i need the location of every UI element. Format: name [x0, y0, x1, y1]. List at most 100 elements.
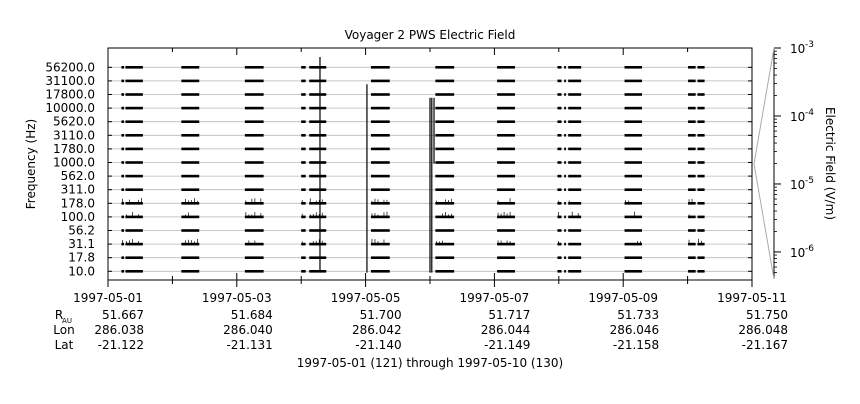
data-stripe [568, 120, 582, 123]
data-stripe [181, 79, 200, 83]
data-stripe [301, 174, 306, 178]
data-stripe [624, 270, 642, 273]
colorbar-connector [753, 47, 775, 165]
data-stripe [688, 215, 696, 219]
y-tick-label: 31.1 [68, 237, 95, 251]
data-stripe [564, 106, 566, 110]
data-stripe [557, 106, 562, 110]
data-stripe [435, 106, 455, 110]
data-stripe [309, 134, 327, 137]
data-stripe [568, 229, 582, 232]
data-stripe [557, 120, 562, 123]
data-stripe [301, 161, 306, 164]
data-stripe [568, 79, 582, 83]
data-stripe [435, 120, 455, 123]
data-stripe [435, 79, 455, 83]
ephemeris-value: 51.717 [488, 308, 530, 322]
data-stripe [688, 174, 696, 178]
data-stripe [244, 147, 264, 151]
data-stripe [301, 147, 306, 151]
data-stripe [435, 147, 455, 151]
colorbar-label: Electric Field (V/m) [823, 107, 837, 220]
data-stripe [568, 202, 582, 205]
data-stripe [497, 147, 515, 151]
data-stripe [697, 256, 705, 259]
data-stripe [688, 134, 696, 137]
colorbar-connector [753, 163, 775, 280]
data-stripe [435, 256, 455, 259]
data-stripe [301, 93, 306, 96]
ephemeris-value: 51.667 [102, 308, 144, 322]
data-stripe [557, 134, 562, 137]
data-stripe [121, 93, 125, 96]
data-stripe [697, 66, 705, 69]
data-stripe [244, 202, 264, 205]
colorbar-tick-base: 10 [790, 110, 805, 124]
ephemeris-value: 286.048 [738, 323, 788, 337]
colorbar-tick-base: 10 [790, 42, 805, 56]
data-stripe [181, 256, 200, 259]
data-stripe [309, 106, 327, 110]
data-stripe [564, 120, 566, 123]
data-stripe [125, 120, 143, 123]
y-tick-label: 562.0 [61, 169, 95, 183]
data-stripe [181, 229, 200, 232]
y-tick-label: 31100.0 [45, 74, 95, 88]
data-stripe [688, 79, 696, 83]
data-stripe [121, 256, 125, 259]
y-tick-label: 5620.0 [53, 115, 95, 129]
data-stripe [688, 229, 696, 232]
y-tick-label: 100.0 [61, 210, 95, 224]
colorbar-tick-base: 10 [790, 178, 805, 192]
data-stripe [309, 161, 327, 164]
data-stripe [557, 66, 562, 69]
colorbar-tick-exp: -4 [805, 108, 814, 118]
ephemeris-value: 51.684 [231, 308, 273, 322]
data-stripe [557, 202, 562, 205]
data-stripe [309, 66, 327, 69]
data-stripe [301, 215, 306, 219]
colorbar-tick-exp: -5 [805, 176, 814, 186]
data-stripe [244, 229, 264, 232]
y-tick-label: 311.0 [61, 183, 95, 197]
data-stripe [121, 134, 125, 137]
data-stripe [301, 120, 306, 123]
data-stripe [301, 134, 306, 137]
data-stripe [497, 93, 515, 96]
data-stripe [497, 242, 515, 246]
data-stripe [568, 215, 582, 219]
data-stripe [370, 242, 390, 246]
data-stripe [624, 174, 642, 178]
data-stripe [125, 188, 143, 191]
data-stripe [181, 93, 200, 96]
data-stripe [121, 188, 125, 191]
chart-title: Voyager 2 PWS Electric Field [345, 28, 516, 42]
data-stripe [688, 270, 696, 273]
data-stripe [181, 202, 200, 205]
y-axis-label: Frequency (Hz) [24, 119, 38, 210]
data-stripe [309, 147, 327, 151]
data-stripe [688, 106, 696, 110]
data-stripe [697, 215, 705, 219]
data-stripe [624, 134, 642, 137]
data-stripe [370, 161, 390, 164]
data-stripe [557, 256, 562, 259]
data-stripe [435, 174, 455, 178]
ephemeris-value: -21.140 [355, 338, 401, 352]
ephemeris-value: -21.149 [484, 338, 530, 352]
data-stripe [121, 147, 125, 151]
data-stripe [181, 161, 200, 164]
data-stripe [125, 79, 143, 83]
data-stripe [697, 270, 705, 273]
data-stripe [624, 161, 642, 164]
data-stripe [309, 215, 327, 219]
data-stripe [497, 79, 515, 83]
data-stripe [497, 174, 515, 178]
data-stripe [557, 93, 562, 96]
data-stripe [497, 134, 515, 137]
data-stripe [697, 120, 705, 123]
ephemeris-label: Lat [55, 338, 74, 352]
data-stripe [557, 161, 562, 164]
data-stripe [309, 270, 327, 273]
